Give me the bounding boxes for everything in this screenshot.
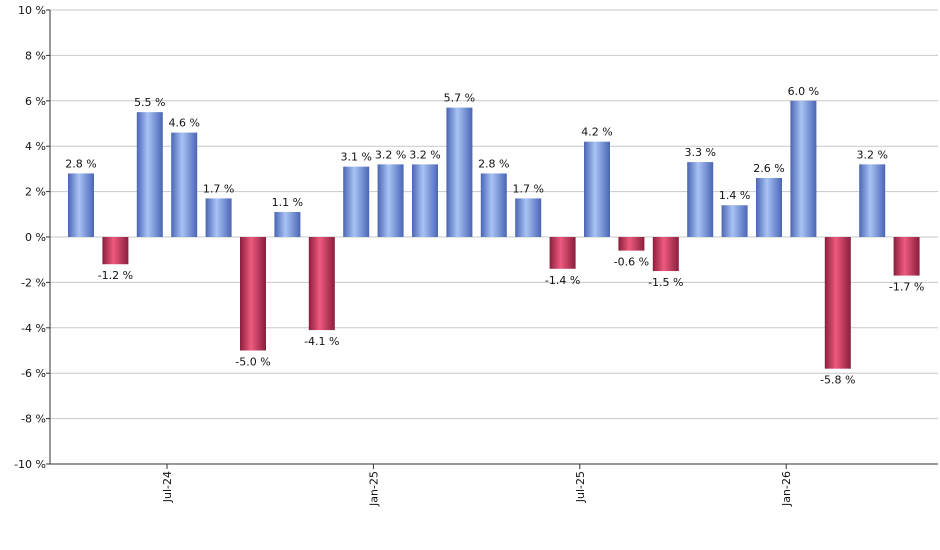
y-tick-label: -6 % — [21, 367, 46, 380]
bar-value-label: -1.4 % — [545, 274, 580, 287]
bar-value-label: -1.2 % — [98, 269, 133, 282]
y-tick-label: 2 % — [25, 186, 46, 199]
bar-value-label: 5.5 % — [134, 96, 165, 109]
bar-value-label: 2.6 % — [753, 162, 784, 175]
bar — [480, 173, 507, 237]
bar-value-label: -0.6 % — [614, 256, 649, 269]
bar — [136, 112, 163, 237]
bar — [618, 237, 645, 251]
bar-value-label: 3.1 % — [340, 151, 371, 164]
bar — [687, 162, 714, 237]
bar-value-label: -1.7 % — [889, 281, 924, 294]
bar-value-label: 1.1 % — [272, 196, 303, 209]
bar — [171, 132, 198, 237]
data-labels: 2.8 % -1.2 % 5.5 %4.6 % 1.7 % -5.0 % 1.1 % -4.… — [65, 85, 924, 387]
bar — [308, 237, 335, 331]
bar — [68, 173, 94, 237]
bar — [824, 237, 851, 369]
bar-value-label: 1.7 % — [512, 182, 543, 195]
y-tick-label: -10 % — [14, 458, 46, 471]
bar — [515, 198, 542, 237]
bar-value-label: 2.8 % — [478, 157, 509, 170]
bar-value-label: 4.6 % — [168, 117, 199, 130]
bar — [721, 205, 748, 237]
bar — [549, 237, 576, 269]
bar-value-label: 2.8 % — [65, 157, 96, 170]
y-axis-ticks: 10 % 8 % 6 % 4 % 2 % 0 % -2 % -4 % -6 % -8 % -10 % — [14, 4, 50, 471]
bars — [68, 100, 920, 369]
bar-value-label: 5.7 % — [444, 92, 475, 105]
bar — [274, 212, 301, 237]
axes — [49, 10, 938, 465]
y-tick-label: 10 % — [18, 4, 46, 17]
bar-value-label: -5.0 % — [235, 356, 270, 369]
y-tick-label: 8 % — [25, 49, 46, 62]
bar-value-label: 4.2 % — [581, 126, 612, 139]
x-tick-label: Jul-25 — [574, 471, 587, 503]
bar-value-label: 1.4 % — [719, 189, 750, 202]
x-tick-label: Jul-24 — [161, 471, 174, 503]
bar-value-label: -4.1 % — [304, 335, 339, 348]
bar-value-label: -5.8 % — [820, 374, 855, 387]
bar — [102, 237, 129, 265]
bar — [343, 166, 370, 237]
bar-value-label: 6.0 % — [788, 85, 819, 98]
bar — [584, 141, 610, 237]
x-axis-ticks: Jul-24 Jan-25 Jul-25 Jan-26 — [161, 464, 793, 507]
bar-value-label: 3.2 % — [409, 148, 440, 161]
bar-value-label: 3.3 % — [684, 146, 715, 159]
y-tick-label: 4 % — [25, 140, 46, 153]
bar — [790, 100, 817, 237]
x-tick-label: Jan-26 — [780, 471, 793, 507]
bar — [446, 107, 473, 237]
y-tick-label: 0 % — [25, 231, 46, 244]
bar-value-label: -1.5 % — [648, 276, 683, 289]
y-tick-label: -4 % — [21, 322, 46, 335]
bar — [756, 177, 782, 237]
y-tick-label: -8 % — [21, 413, 46, 426]
bar-value-label: 3.2 % — [375, 148, 406, 161]
bar — [377, 164, 404, 237]
bar — [240, 237, 266, 351]
bar-value-label: 1.7 % — [203, 182, 234, 195]
x-tick-label: Jan-25 — [367, 471, 380, 507]
bar-value-label: 3.2 % — [856, 148, 887, 161]
bar — [652, 237, 679, 272]
bar — [205, 198, 232, 237]
bar — [859, 164, 886, 237]
y-tick-label: -2 % — [21, 276, 46, 289]
bar — [893, 237, 920, 276]
y-tick-label: 6 % — [25, 95, 46, 108]
bar — [412, 164, 438, 237]
